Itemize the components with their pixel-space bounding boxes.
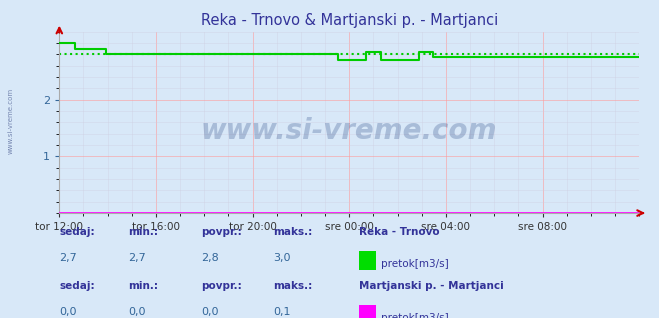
Text: 2,7: 2,7 — [129, 253, 146, 263]
Text: pretok[m3/s]: pretok[m3/s] — [381, 313, 449, 318]
Text: Martjanski p. - Martjanci: Martjanski p. - Martjanci — [359, 281, 504, 291]
Text: min.:: min.: — [129, 227, 159, 237]
Text: 0,0: 0,0 — [59, 307, 77, 317]
Text: www.si-vreme.com: www.si-vreme.com — [8, 88, 14, 154]
Text: sedaj:: sedaj: — [59, 227, 95, 237]
Text: povpr.:: povpr.: — [201, 227, 242, 237]
Text: sedaj:: sedaj: — [59, 281, 95, 291]
Text: maks.:: maks.: — [273, 281, 313, 291]
Text: 3,0: 3,0 — [273, 253, 291, 263]
Text: 0,0: 0,0 — [201, 307, 219, 317]
Text: www.si-vreme.com: www.si-vreme.com — [201, 117, 498, 146]
Text: pretok[m3/s]: pretok[m3/s] — [381, 259, 449, 269]
Text: povpr.:: povpr.: — [201, 281, 242, 291]
Text: 2,8: 2,8 — [201, 253, 219, 263]
Text: maks.:: maks.: — [273, 227, 313, 237]
Text: 0,0: 0,0 — [129, 307, 146, 317]
Text: 2,7: 2,7 — [59, 253, 77, 263]
Text: min.:: min.: — [129, 281, 159, 291]
Text: Reka - Trnovo: Reka - Trnovo — [359, 227, 440, 237]
Text: 0,1: 0,1 — [273, 307, 291, 317]
Title: Reka - Trnovo & Martjanski p. - Martjanci: Reka - Trnovo & Martjanski p. - Martjanc… — [200, 13, 498, 28]
